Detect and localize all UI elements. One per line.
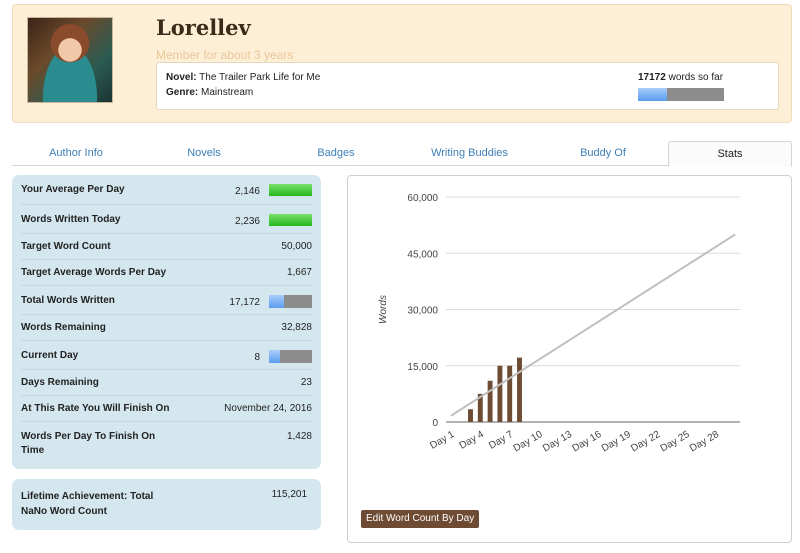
avatar[interactable] <box>27 17 113 103</box>
x-tick-label: Day 4 <box>458 429 487 452</box>
username[interactable]: Lorellev <box>156 15 251 40</box>
genre-value: Mainstream <box>201 87 254 98</box>
tab-writing-buddies[interactable]: Writing Buddies <box>431 147 508 159</box>
stat-row: Words Written Today 2,236 <box>21 205 312 234</box>
stat-label: Words Per Day To Finish On Time <box>21 431 156 456</box>
target-pace-line <box>450 233 736 417</box>
x-tick-label: Day 28 <box>688 429 721 455</box>
y-tick-label: 60,000 <box>407 193 438 204</box>
stat-value: 2,146 <box>234 186 260 197</box>
x-tick-label: Day 16 <box>570 429 603 455</box>
tab-novels[interactable]: Novels <box>187 147 221 159</box>
stat-label: Current Day <box>21 350 79 361</box>
stat-progress-bar <box>269 295 312 308</box>
stat-label: At This Rate You Will Finish On <box>21 403 170 414</box>
novel-line: Novel: The Trailer Park Life for Me <box>166 72 320 83</box>
stat-value: 2,236 <box>234 216 260 227</box>
lifetime-label: Lifetime Achievement: Total NaNo Word Co… <box>21 491 154 517</box>
tab-badges[interactable]: Badges <box>317 147 355 159</box>
word-count-suffix: words so far <box>668 72 724 83</box>
stat-row: Current Day 8 <box>21 341 312 370</box>
tab-author-info[interactable]: Author Info <box>49 147 103 159</box>
member-since: Member for about 3 years <box>156 48 294 62</box>
stat-row: Days Remaining 23 <box>21 370 312 396</box>
stat-label: Words Written Today <box>21 214 121 225</box>
stat-row: At This Rate You Will Finish On November … <box>21 396 312 422</box>
stat-label: Words Remaining <box>21 322 106 333</box>
chart-bar-day-3 <box>468 409 473 422</box>
chart-bar-day-5 <box>487 380 493 422</box>
stat-progress-fill <box>269 350 281 363</box>
stat-row: Words Remaining 32,828 <box>21 315 312 341</box>
x-tick-label: Day 13 <box>541 429 574 455</box>
tab-stats[interactable]: Stats <box>668 141 792 167</box>
novel-summary: Novel: The Trailer Park Life for Me Genr… <box>156 62 779 110</box>
word-count-value: 17172 <box>638 72 666 83</box>
novel-progress-fill <box>638 88 668 101</box>
stat-label: Target Word Count <box>21 241 111 252</box>
chart-bar-day-6 <box>497 365 503 422</box>
y-axis-label: Words <box>378 295 389 324</box>
stat-row: Words Per Day To Finish On Time 1,428 <box>21 422 312 462</box>
stat-value: 1,428 <box>286 431 312 442</box>
stats-panel: Your Average Per Day 2,146 Words Written T… <box>12 175 321 469</box>
stat-label: Target Average Words Per Day <box>21 267 167 278</box>
stat-row: Total Words Written 17,172 <box>21 286 312 315</box>
profile-header: Lorellev Member for about 3 years Novel:… <box>12 4 792 123</box>
stat-row: Your Average Per Day 2,146 <box>21 175 312 205</box>
x-tick-label: Day 25 <box>659 429 692 455</box>
edit-word-count-button[interactable]: Edit Word Count By Day <box>361 510 480 528</box>
genre-line: Genre: Mainstream <box>166 87 253 98</box>
stat-value: 8 <box>254 352 260 363</box>
x-tick-label: Day 1 <box>428 429 457 452</box>
lifetime-value: 115,201 <box>271 489 307 500</box>
y-tick-label: 0 <box>432 418 438 429</box>
novel-label: Novel: <box>166 72 197 83</box>
average-indicator-bar <box>269 184 312 196</box>
x-tick-label: Day 19 <box>600 429 633 455</box>
stat-value: 1,667 <box>286 267 312 278</box>
x-tick-label: Day 22 <box>629 429 662 455</box>
profile-tabs: Author Info Novels Badges Writing Buddies Bu… <box>12 141 792 167</box>
chart-bar-day-8 <box>517 357 522 422</box>
stat-progress-fill <box>269 295 284 308</box>
stat-value: 32,828 <box>281 322 312 333</box>
chart-bar-day-7 <box>507 365 513 422</box>
x-tick-label: Day 10 <box>512 429 545 455</box>
lifetime-panel: Lifetime Achievement: Total NaNo Word Co… <box>12 479 321 530</box>
chart-bar-day-4 <box>477 393 483 422</box>
stat-value: 23 <box>300 377 312 388</box>
y-tick-label: 30,000 <box>407 306 438 317</box>
y-tick-label: 15,000 <box>407 362 438 373</box>
novel-progress-bar <box>638 88 724 101</box>
stat-value: 50,000 <box>281 241 312 252</box>
word-count-summary: 17172 words so far <box>638 72 723 83</box>
stat-value: November 24, 2016 <box>224 403 312 414</box>
y-tick-label: 45,000 <box>407 249 438 260</box>
stat-label: Days Remaining <box>21 377 99 388</box>
x-tick-label: Day 7 <box>487 429 516 452</box>
stat-label: Your Average Per Day <box>21 184 125 195</box>
stat-row: Target Average Words Per Day 1,667 <box>21 260 312 286</box>
genre-label: Genre: <box>166 87 199 98</box>
average-indicator-bar <box>269 214 312 226</box>
tab-buddy-of[interactable]: Buddy Of <box>580 147 626 159</box>
word-count-chart-panel: 0 15,000 30,000 45,000 60,000 Words Day 1 Day 4… <box>347 175 792 543</box>
novel-title[interactable]: The Trailer Park Life for Me <box>199 72 321 83</box>
stat-value: 17,172 <box>229 297 260 308</box>
stat-row: Target Word Count 50,000 <box>21 234 312 260</box>
stat-progress-bar <box>269 350 312 363</box>
stat-label: Total Words Written <box>21 295 115 306</box>
word-count-chart: 0 15,000 30,000 45,000 60,000 Words Day 1 Day 4… <box>378 193 740 455</box>
